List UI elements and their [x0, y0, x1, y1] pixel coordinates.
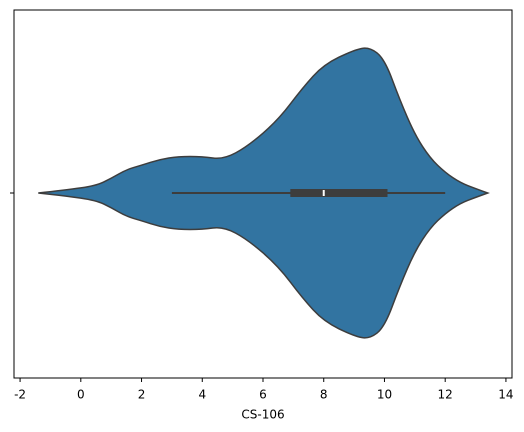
- x-tick-label: 6: [259, 388, 267, 402]
- x-tick-label: -2: [14, 388, 26, 402]
- x-axis-label: CS-106: [241, 408, 284, 422]
- x-tick-label: 8: [320, 388, 328, 402]
- x-tick-label: 0: [77, 388, 85, 402]
- x-tick-label: 12: [438, 388, 453, 402]
- x-tick-label: 4: [198, 388, 206, 402]
- x-tick-label: 14: [498, 388, 513, 402]
- x-tick-label: 2: [138, 388, 146, 402]
- x-tick-label: 10: [377, 388, 392, 402]
- box: [290, 189, 388, 197]
